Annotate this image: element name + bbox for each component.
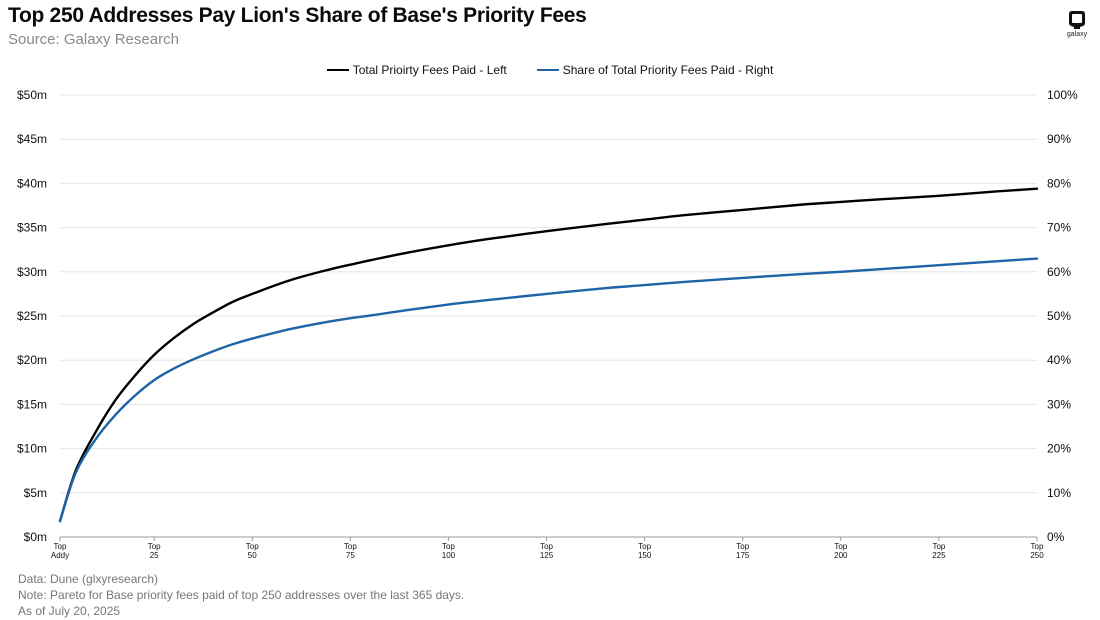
legend-swatch-share (536, 69, 559, 71)
y-left-tick-label: $50m (17, 88, 47, 102)
x-tick-label: Top (834, 542, 847, 551)
y-left-tick-label: $45m (17, 132, 47, 146)
y-right-tick-label: 60% (1047, 265, 1071, 279)
x-tick-label: Top (638, 542, 651, 551)
footer-note: Note: Pareto for Base priority fees paid… (18, 588, 465, 602)
y-right-tick-label: 50% (1047, 309, 1071, 323)
y-left-tick-label: $25m (17, 309, 47, 323)
line-chart: $0m $5m $10m $15m $20m $25m $30m $35m $40m $45m $5… (17, 88, 1078, 560)
y-right-tick-label: 100% (1047, 88, 1078, 102)
y-right-tick-label: 40% (1047, 353, 1071, 367)
x-tick-label: Top (54, 542, 67, 551)
legend-label-share: Share of Total Priority Fees Paid - Righ… (562, 63, 774, 77)
x-tick-label: Top (148, 542, 161, 551)
legend-label-total-fees: Total Prioirty Fees Paid - Left (352, 63, 507, 77)
y-left-tick-label: $15m (17, 397, 47, 411)
y-right-tick-label: 0% (1047, 530, 1065, 544)
legend-swatch-total-fees (326, 69, 349, 71)
y-right-tick-label: 80% (1047, 176, 1071, 190)
y-left-tick-label: $30m (17, 265, 47, 279)
y-left-tick-label: $35m (17, 221, 47, 235)
y-right-tick-label: 10% (1047, 486, 1071, 500)
x-tick-label: 75 (346, 551, 355, 560)
x-tick-label: 50 (248, 551, 257, 560)
x-tick-label: Addy (51, 551, 69, 560)
y-left-tick-label: $20m (17, 353, 47, 367)
y-left-tick-label: $5m (24, 486, 47, 500)
chart-subtitle: Source: Galaxy Research (8, 31, 179, 48)
chart-title: Top 250 Addresses Pay Lion's Share of Ba… (8, 4, 587, 27)
y-right-tick-label: 70% (1047, 221, 1071, 235)
footer-as-of: As of July 20, 2025 (18, 604, 121, 618)
x-tick-label: 250 (1030, 551, 1044, 560)
y-left-tick-label: $40m (17, 176, 47, 190)
x-tick-label: Top (540, 542, 553, 551)
x-tick-label: 150 (638, 551, 652, 560)
footer-data-source: Data: Dune (glxyresearch) (18, 572, 159, 586)
y-left-tick-label: $10m (17, 442, 47, 456)
x-tick-label: Top (1031, 542, 1044, 551)
x-tick-label: 25 (150, 551, 159, 560)
galaxy-logo: galaxy (1062, 10, 1092, 38)
x-tick-label: Top (344, 542, 357, 551)
chart-legend: Total Prioirty Fees Paid - Left Share of… (0, 63, 1100, 77)
x-tick-label: 200 (834, 551, 848, 560)
x-tick-label: 100 (442, 551, 456, 560)
series-line-share (58, 257, 1039, 523)
y-left-tick-label: $0m (24, 530, 47, 544)
x-tick-label: Top (932, 542, 945, 551)
x-tick-label: 225 (932, 551, 946, 560)
x-tick-label: Top (442, 542, 455, 551)
legend-item-total-fees: Total Prioirty Fees Paid - Left (326, 63, 507, 77)
chart-footer: Data: Dune (glxyresearch) Note: Pareto f… (18, 571, 464, 619)
x-tick-label: Top (736, 542, 749, 551)
galaxy-logo-icon (1069, 11, 1085, 29)
legend-item-share: Share of Total Priority Fees Paid - Righ… (536, 63, 774, 77)
x-tick-label: 125 (540, 551, 554, 560)
logo-text: galaxy (1066, 31, 1088, 38)
y-right-tick-label: 30% (1047, 397, 1071, 411)
y-right-tick-label: 20% (1047, 442, 1071, 456)
series-line-total-fees (58, 187, 1039, 523)
y-right-tick-label: 90% (1047, 132, 1071, 146)
x-tick-label: 175 (736, 551, 750, 560)
x-tick-label: Top (246, 542, 259, 551)
